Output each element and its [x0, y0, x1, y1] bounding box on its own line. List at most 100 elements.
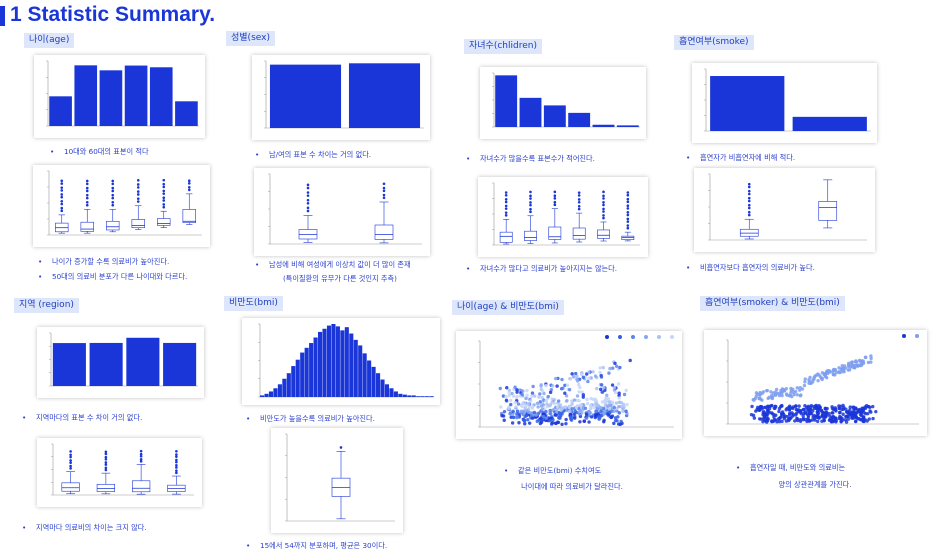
scatter-point — [587, 376, 591, 380]
box — [61, 482, 80, 492]
scatter-point — [511, 415, 516, 420]
scatter-point — [568, 412, 572, 417]
scatter-point — [842, 364, 847, 368]
note-region-1: • 지역마다의 표본 수 차이 거의 없다. — [22, 412, 142, 424]
scatter-point — [762, 405, 767, 410]
bar — [495, 75, 518, 127]
region-count-bar-chart — [49, 332, 198, 387]
outlier — [111, 186, 115, 190]
scatter-point — [871, 404, 875, 409]
outlier — [504, 197, 508, 201]
scatter-point — [572, 412, 576, 416]
outlier — [529, 203, 532, 207]
scatter-point — [525, 393, 529, 397]
scatter-point — [586, 379, 590, 384]
scatter-point — [564, 421, 568, 426]
scatter-point — [851, 416, 856, 420]
scatter-point — [777, 419, 782, 424]
scatter-point — [558, 416, 562, 420]
scatter-point — [818, 375, 823, 379]
scatter-point — [607, 400, 612, 404]
hist-bar — [282, 378, 287, 397]
outlier — [553, 190, 557, 194]
outlier — [306, 206, 310, 210]
scatter-point — [780, 411, 784, 416]
outlier — [504, 214, 508, 217]
hist-bar — [389, 388, 394, 397]
bullet: • — [22, 413, 27, 422]
outlier — [175, 471, 178, 475]
bullet: • — [38, 272, 43, 281]
scatter-point — [511, 410, 515, 414]
scatter-point — [570, 407, 575, 411]
note-age-bmi-2: 나이대에 따라 의료비가 달라진다. — [521, 482, 623, 491]
outlier — [187, 179, 191, 182]
scatter-point — [575, 394, 580, 398]
scatter-point — [857, 358, 862, 363]
outlier — [162, 185, 166, 189]
scatter-point — [863, 355, 868, 360]
scatter-point — [509, 402, 513, 407]
scatter-point — [591, 370, 595, 374]
scatter-point — [561, 386, 565, 390]
scatter-point — [581, 395, 585, 399]
scatter-point — [820, 377, 824, 382]
bmi-box-plot — [285, 433, 395, 522]
scatter-point — [606, 404, 610, 408]
outlier — [136, 193, 140, 196]
scatter-point — [510, 421, 515, 425]
bullet: • — [255, 150, 260, 159]
outlier — [382, 196, 386, 200]
scatter-point — [775, 419, 779, 424]
scatter-point — [816, 379, 820, 383]
hist-bar — [318, 331, 323, 397]
scatter-point — [513, 385, 517, 389]
scatter-point — [597, 417, 601, 421]
scatter-point — [793, 404, 798, 409]
scatter-point — [585, 401, 590, 406]
bar — [124, 65, 148, 126]
scatter-point — [766, 396, 770, 401]
scatter-point — [600, 400, 605, 404]
scatter-point — [622, 405, 626, 409]
scatter-point — [614, 401, 619, 405]
scatter-point — [507, 406, 511, 411]
scatter-point — [616, 415, 620, 419]
scatter-point — [504, 398, 509, 403]
scatter-point — [539, 416, 543, 420]
outlier — [162, 182, 166, 186]
scatter-point — [587, 411, 592, 415]
scatter-point — [754, 394, 758, 398]
scatter-point — [616, 382, 621, 386]
scatter-point — [784, 419, 789, 423]
card-children-count — [480, 67, 646, 139]
scatter-point — [545, 402, 549, 406]
scatter-point — [806, 415, 810, 420]
card-region-box — [37, 438, 202, 507]
scatter-point — [563, 383, 567, 387]
note-text: 자녀수가 많다고 의료비가 높아지지는 않는다. — [480, 264, 618, 273]
scatter-point — [544, 399, 548, 403]
hist-bar — [300, 352, 305, 397]
outlier — [577, 200, 581, 204]
note-children-2: • 자녀수가 많다고 의료비가 높아지지는 않는다. — [466, 263, 617, 275]
scatter-point — [502, 409, 507, 414]
outlier — [60, 182, 64, 185]
bar — [519, 97, 542, 127]
bullet: • — [246, 541, 251, 550]
scatter-point — [864, 411, 868, 416]
outlier — [306, 202, 310, 205]
scatter-point — [554, 409, 559, 414]
hist-bar — [322, 328, 327, 397]
bar — [348, 63, 421, 128]
scatter-point — [518, 388, 522, 392]
legend-marker — [631, 335, 635, 339]
scatter-point — [618, 400, 622, 405]
outlier — [69, 459, 72, 462]
scatter-point — [831, 372, 836, 377]
scatter-point — [847, 368, 852, 372]
scatter-point — [807, 419, 812, 423]
scatter-point — [778, 415, 782, 420]
scatter-point — [797, 404, 801, 408]
card-smoker-bmi-scatter — [704, 330, 927, 436]
